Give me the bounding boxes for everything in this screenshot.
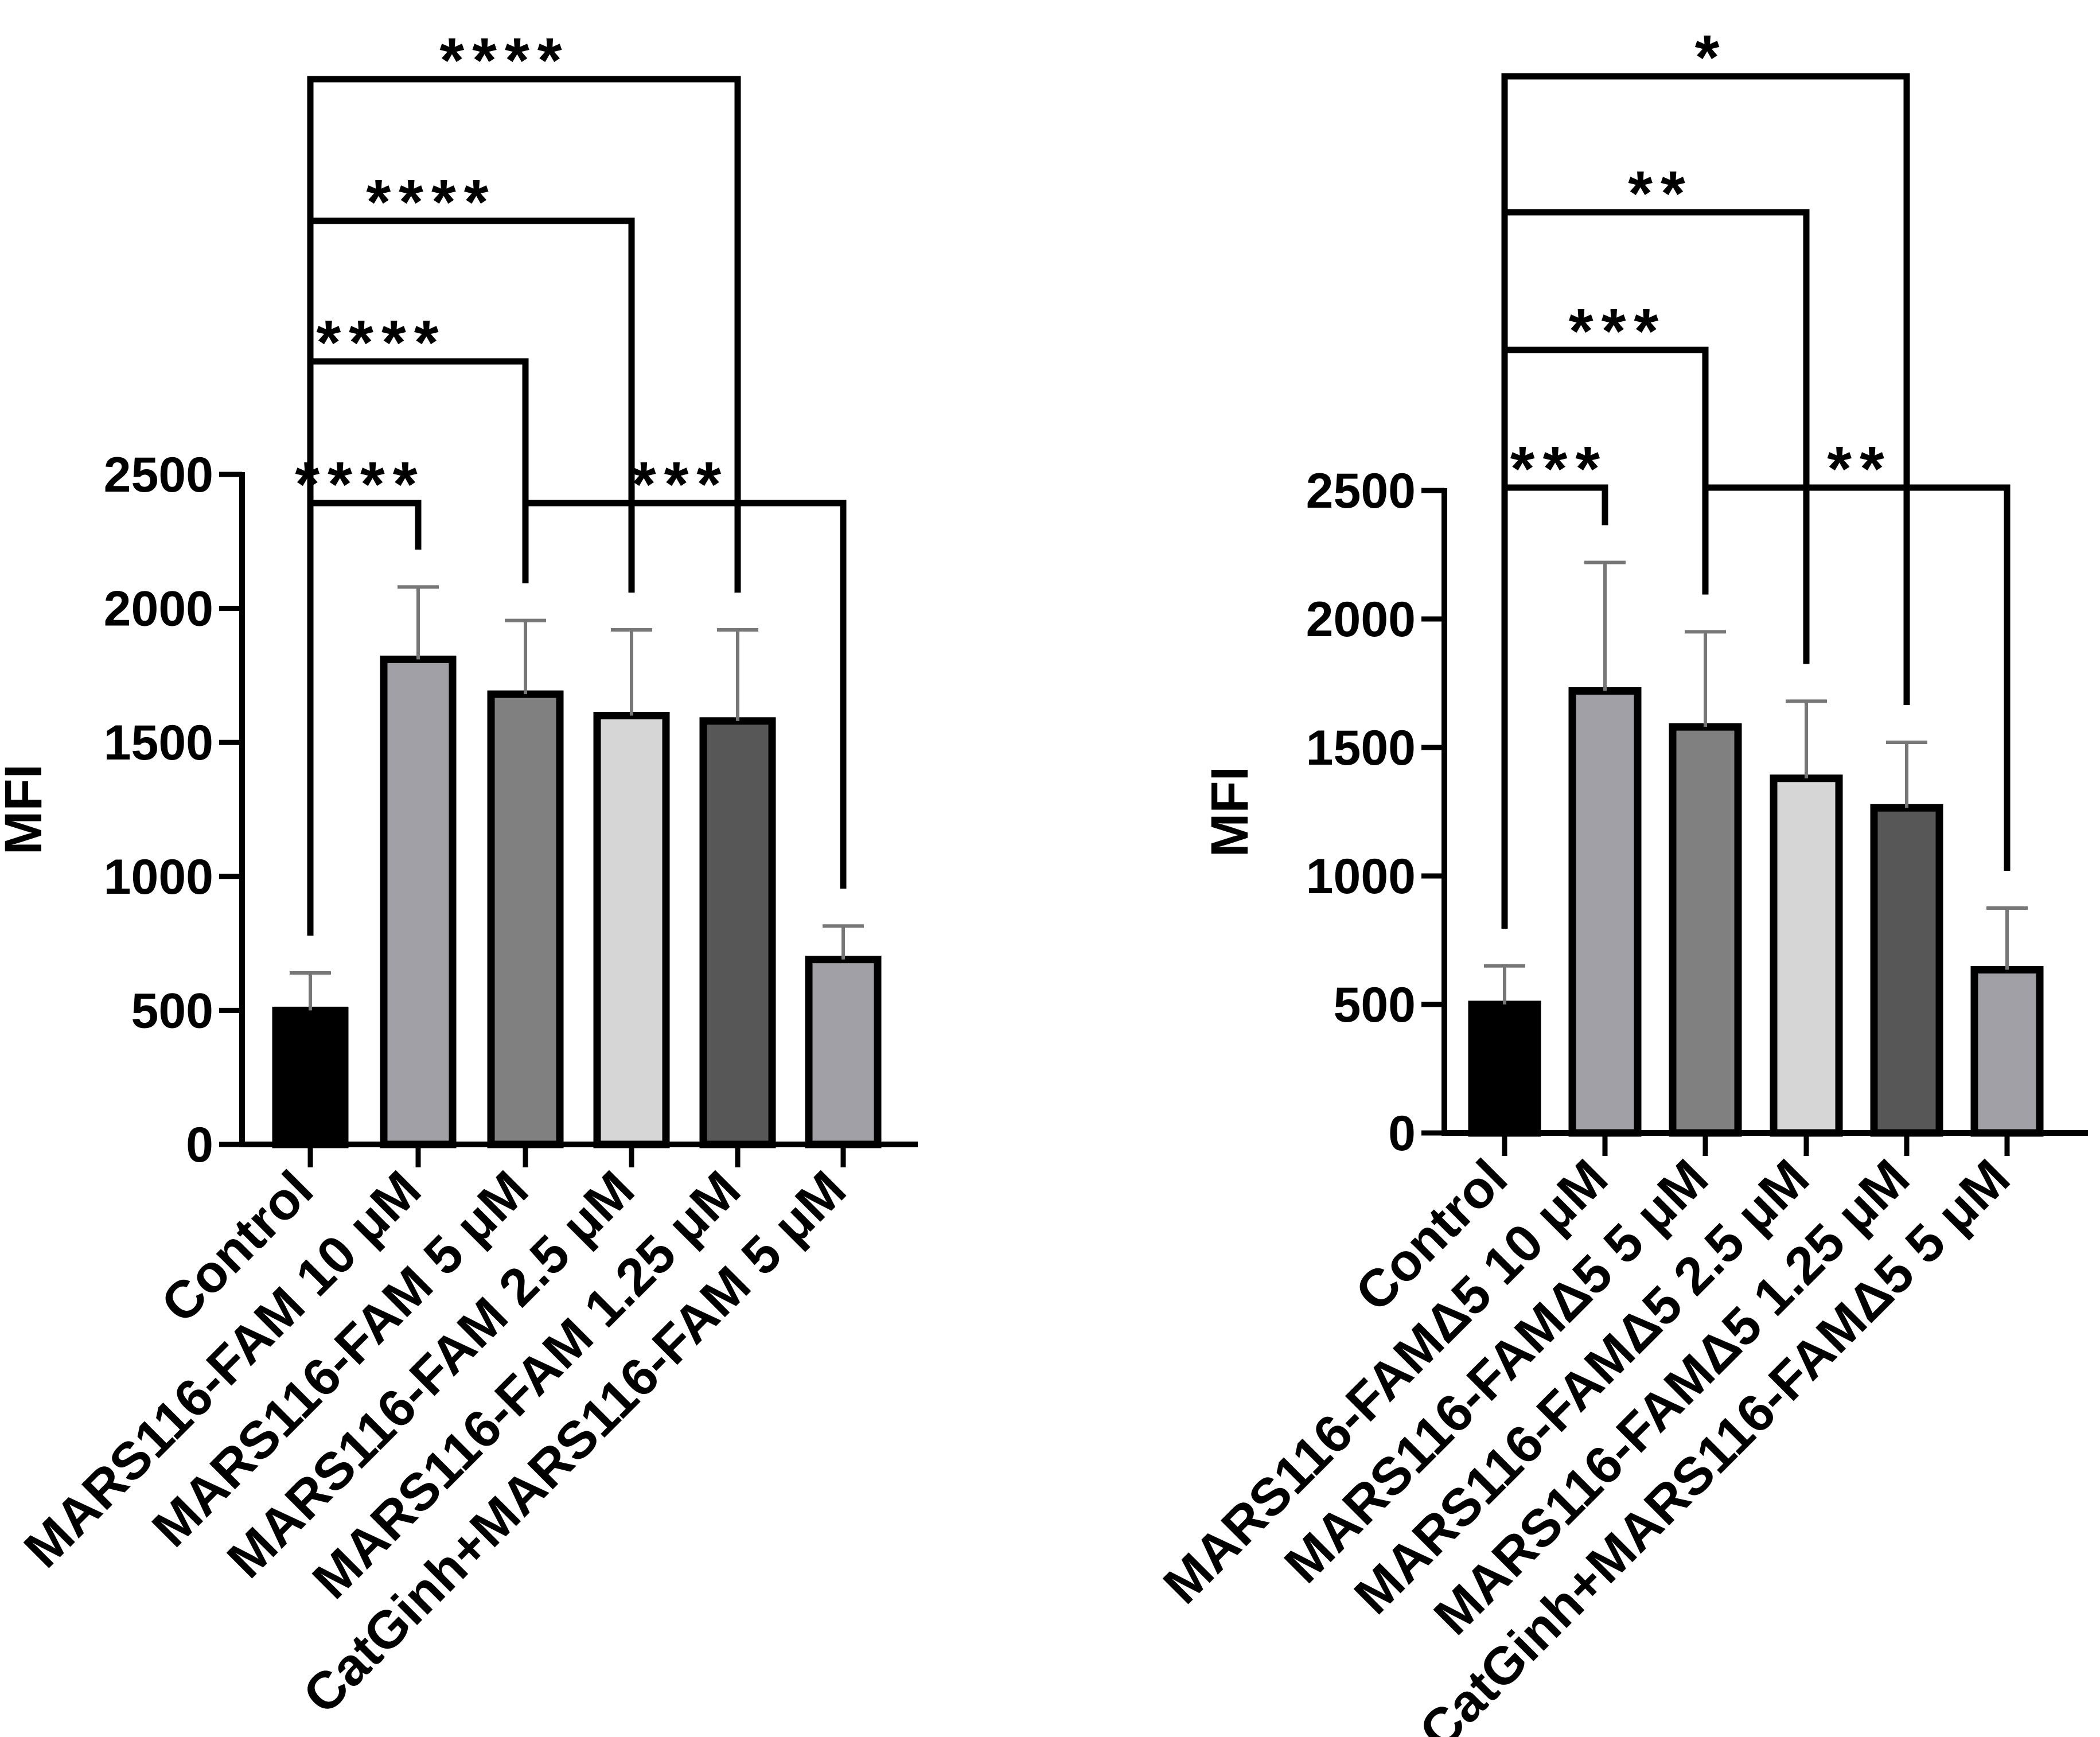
bar-2: [1669, 723, 1742, 1137]
y-tick-label-2: 1000: [1306, 849, 1416, 904]
error-bar-3: [1786, 699, 1827, 778]
y-tick-label-3: 1500: [104, 715, 213, 770]
error-bar-4: [1886, 741, 1927, 808]
bracket-line: [522, 500, 847, 889]
significance-bracket-4: ***: [522, 449, 847, 889]
significance-bracket-4: **: [1702, 434, 2011, 871]
error-bar-2: [1685, 630, 1726, 727]
significance-label: ****: [366, 167, 496, 237]
y-axis-title: MFI: [1201, 766, 1259, 857]
significance-label: ***: [632, 449, 729, 520]
error-bar-5: [823, 924, 864, 960]
significance-bracket-3: *: [1501, 22, 1910, 929]
significance-bracket-3: ****: [307, 25, 741, 936]
bar-3: [593, 711, 670, 1148]
significance-label: ***: [1569, 296, 1666, 367]
error-bar-1: [1584, 560, 1626, 691]
error-bar-4: [717, 628, 758, 721]
bar-3: [1770, 774, 1843, 1137]
error-bar-5: [1986, 906, 2028, 970]
y-tick-label-5: 2500: [104, 447, 213, 503]
significance-label: **: [1628, 158, 1693, 229]
bar-4: [699, 717, 776, 1148]
significance-label: ****: [316, 307, 446, 378]
y-tick-label-0: 0: [1388, 1106, 1416, 1161]
significance-label: ****: [439, 25, 570, 96]
y-tick-label-2: 1000: [104, 850, 213, 905]
y-axis-title: MFI: [0, 764, 53, 855]
y-tick-label-3: 1500: [1306, 720, 1416, 776]
significance-label: *: [1695, 22, 1728, 93]
bar-0: [272, 1006, 349, 1148]
bar-0: [1468, 1000, 1541, 1137]
error-bar-0: [290, 971, 331, 1011]
bar-4: [1870, 804, 1943, 1137]
bracket-line: [1702, 484, 2011, 871]
y-tick-label-0: 0: [186, 1117, 213, 1173]
y-tick-label-1: 500: [131, 983, 214, 1038]
y-tick-label-5: 2500: [1306, 464, 1416, 519]
significance-label: ***: [1510, 434, 1608, 504]
bracket-line: [307, 76, 741, 936]
significance-label: **: [1827, 434, 1892, 504]
significance-label: ****: [295, 449, 425, 520]
error-bar-0: [1484, 964, 1525, 1004]
bar-2: [487, 690, 564, 1148]
error-bar-2: [505, 618, 546, 695]
error-bar-1: [398, 585, 439, 660]
y-tick-label-1: 500: [1334, 977, 1416, 1033]
error-bar-3: [611, 628, 652, 716]
bar-1: [1568, 687, 1642, 1137]
significance-bracket-0: ****: [295, 449, 425, 936]
bracket-line: [1501, 73, 1910, 929]
y-tick-label-4: 2000: [104, 582, 213, 637]
y-tick-label-4: 2000: [1306, 592, 1416, 647]
bar-5: [805, 956, 882, 1148]
bar-5: [1970, 966, 2044, 1137]
bar-1: [380, 655, 457, 1148]
